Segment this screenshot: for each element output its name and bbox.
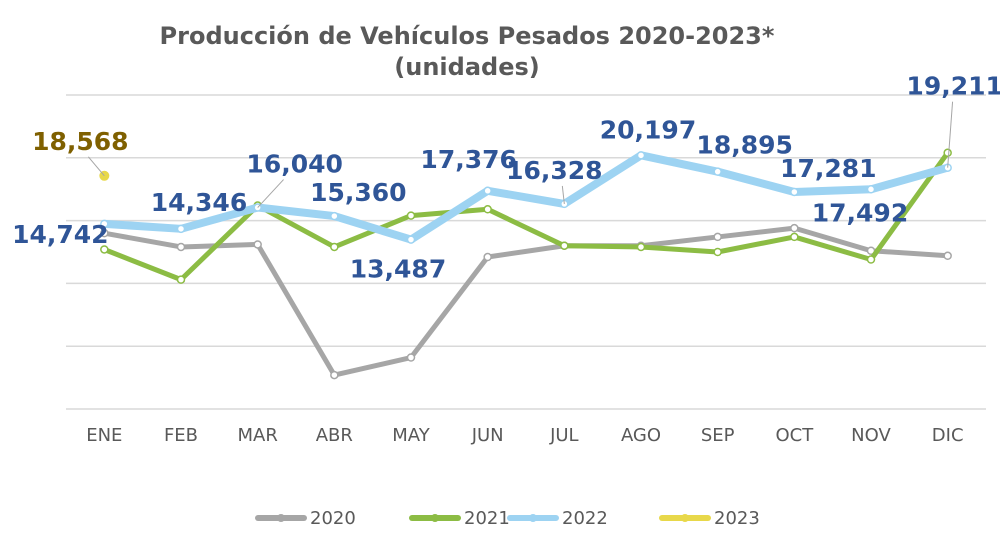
point [100,228,109,238]
x-tick-label: JUN [471,425,504,446]
data-label: 20,197 [600,115,696,144]
legend-label: 2021 [464,508,510,529]
point [330,370,339,380]
point [560,241,569,250]
point [406,235,416,244]
point [866,255,876,264]
point [790,223,799,233]
point [636,242,646,252]
point [406,211,416,220]
data-label: 16,328 [506,156,602,185]
point [943,251,952,261]
data-label: 17,492 [812,198,908,227]
data-label: 13,487 [350,255,446,284]
series-line [103,225,948,378]
leader-line [561,185,565,204]
data-label: 17,376 [420,145,516,174]
x-tick-label: NOV [851,425,891,446]
point [713,167,722,176]
point [790,232,799,242]
point [636,151,646,160]
x-tick-label: MAR [237,425,277,446]
legend-marker [681,514,689,522]
point [713,247,722,257]
data-label: 18,568 [32,127,128,156]
data-label: 19,211 [906,72,1000,101]
point [176,242,186,252]
data-label: 17,281 [780,154,876,183]
legend-marker [277,514,285,522]
point [176,275,186,284]
point [330,211,339,221]
data-label: 16,040 [246,150,342,179]
chart-title: Producción de Vehículos Pesados 2020-202… [160,22,775,50]
x-tick-label: DIC [932,425,964,446]
legend-label: 2022 [562,508,608,529]
point [483,252,492,262]
data-label: 14,346 [151,188,247,217]
x-tick-label: OCT [775,425,814,446]
data-label: 15,360 [310,178,406,207]
point [483,205,492,214]
chart-subtitle: (unidades) [394,53,539,81]
point [943,148,952,158]
point [176,224,186,234]
legend-label: 2023 [714,508,760,529]
point [100,245,109,254]
x-tick-label: ENE [86,425,122,446]
x-tick-label: ABR [316,425,353,446]
x-tick-label: JUL [549,425,579,446]
legend-marker [431,514,439,522]
x-tick-label: SEP [701,425,735,446]
data-label: 14,742 [12,220,108,249]
x-tick-label: AGO [621,425,661,446]
leader-line [947,101,954,168]
point [330,242,339,252]
leader-line [257,179,284,208]
point [253,240,262,249]
series-line [104,151,949,244]
point [483,186,492,196]
legend-marker [529,514,537,522]
data-label: 18,895 [696,131,792,160]
point [713,232,722,242]
legend-label: 2020 [310,508,356,529]
x-tick-label: FEB [164,425,198,446]
leader-line [87,156,105,177]
point [866,185,876,194]
point [790,187,799,197]
series-line [103,151,950,283]
x-tick-label: MAY [392,425,430,446]
point [100,219,109,229]
point [406,353,416,362]
